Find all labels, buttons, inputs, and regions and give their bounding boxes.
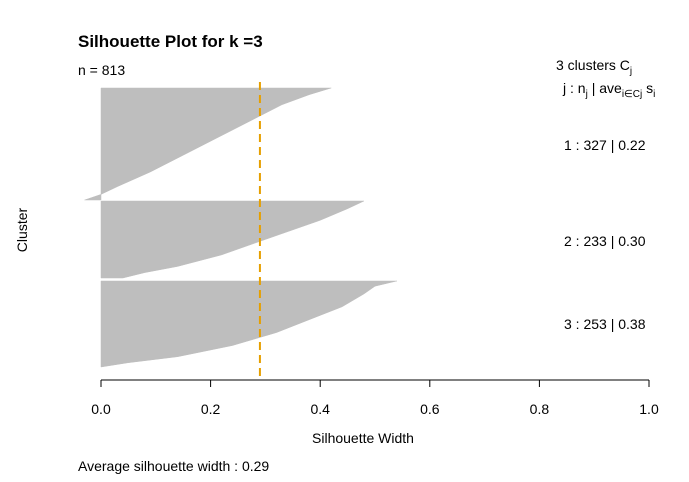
cluster-1-label: 1 : 327 | 0.22 [564, 137, 646, 153]
y-axis-label: Cluster [14, 207, 30, 252]
legend-header-line2: j : nj | avei∈Cj si [562, 80, 655, 100]
cluster-2-silhouette-bars [100, 200, 365, 279]
legend-header-line1: 3 clusters Cj [556, 57, 632, 77]
x-tick-label: 0.0 [91, 401, 111, 417]
x-tick-label: 1.0 [639, 401, 659, 417]
chart-title: Silhouette Plot for k =3 [78, 32, 263, 51]
x-tick-label: 0.4 [310, 401, 330, 417]
cluster-1-silhouette-bars [84, 87, 332, 201]
n-label: n = 813 [78, 62, 125, 78]
cluster-labels: 1 : 327 | 0.22 2 : 233 | 0.30 3 : 253 | 0.… [564, 137, 646, 332]
average-width-footer: Average silhouette width : 0.29 [78, 458, 269, 474]
x-axis: 0.0 0.2 0.4 0.6 0.8 1.0 [91, 379, 659, 417]
silhouette-bars [84, 87, 397, 368]
cluster-2-label: 2 : 233 | 0.30 [564, 233, 646, 249]
legend-header: 3 clusters Cj j : nj | avei∈Cj si [556, 57, 655, 100]
x-tick-label: 0.6 [420, 401, 440, 417]
x-tick-label: 0.8 [530, 401, 550, 417]
cluster-3-label: 3 : 253 | 0.38 [564, 316, 646, 332]
x-tick-label: 0.2 [201, 401, 221, 417]
x-axis-label: Silhouette Width [312, 430, 414, 446]
cluster-3-silhouette-bars [100, 280, 397, 368]
